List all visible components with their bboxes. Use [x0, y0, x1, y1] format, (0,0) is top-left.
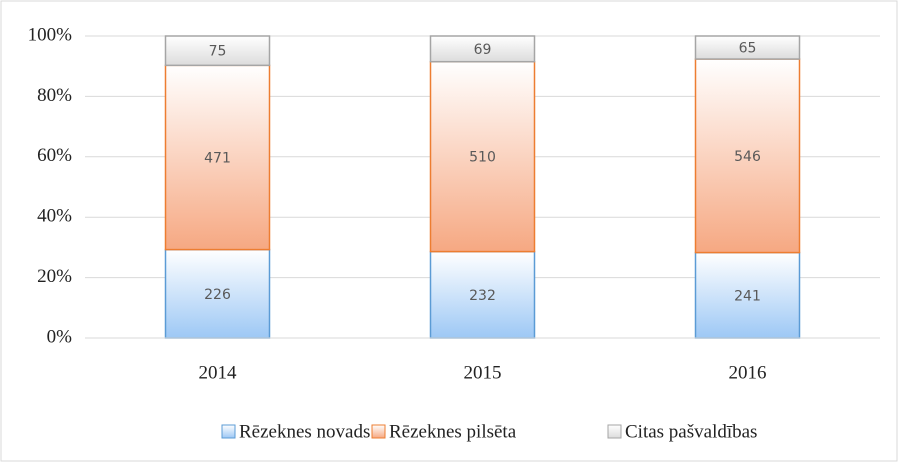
data-label: 546 [734, 149, 761, 165]
x-tick-label: 2015 [464, 362, 502, 383]
x-tick-label: 2016 [729, 362, 767, 383]
y-tick-label: 0% [47, 326, 73, 347]
data-label: 510 [469, 150, 496, 166]
bar-segment [164, 35, 271, 67]
bar-segment [694, 35, 801, 60]
legend-swatch [371, 424, 386, 439]
data-label: 471 [204, 150, 231, 166]
x-tick-label: 2014 [199, 362, 238, 383]
bar-segment [164, 64, 271, 251]
y-tick-label: 60% [37, 145, 72, 166]
data-label: 75 [209, 44, 227, 60]
y-tick-label: 20% [37, 266, 72, 287]
legend-label: Rēzeknes novads [239, 421, 370, 442]
legend-label: Rēzeknes pilsēta [389, 421, 517, 442]
data-label: 65 [739, 41, 757, 57]
bar-segment [694, 251, 801, 339]
legend-swatch [221, 424, 236, 439]
y-tick-label: 80% [37, 85, 72, 106]
bar-segment [429, 250, 536, 339]
bar-segment [429, 35, 536, 63]
bar-segment [694, 58, 801, 254]
data-label: 226 [204, 287, 231, 303]
legend-swatch [607, 424, 622, 439]
legend-label: Citas pašvaldības [625, 421, 757, 442]
y-tick-label: 100% [28, 24, 73, 45]
bar-segment [429, 60, 536, 253]
data-label: 232 [469, 288, 496, 304]
y-tick-label: 40% [37, 206, 72, 227]
data-label: 241 [734, 288, 761, 304]
data-label: 69 [474, 42, 492, 58]
bar-segment [164, 248, 271, 339]
